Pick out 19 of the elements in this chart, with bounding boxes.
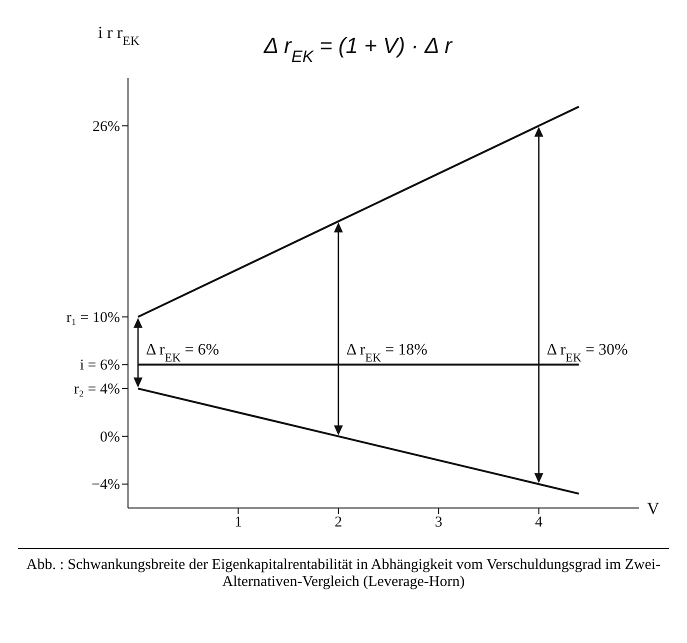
y-tick-label: −4%	[92, 477, 120, 494]
y-axis-title: i r r$_{EK}$	[98, 23, 140, 48]
y-tick-label: r₂ = 4%	[74, 382, 120, 398]
y-tick-label: 0%	[100, 429, 120, 446]
x-tick-label: 3	[434, 514, 442, 531]
annotation: Δ r$_{EK}$ = 30%	[546, 342, 628, 365]
x-tick-label: 2	[334, 514, 342, 531]
annotation: Δ r$_{EK}$ = 18%	[346, 342, 428, 365]
x-axis-title: V	[647, 499, 660, 518]
x-tick-label: 1	[234, 514, 242, 531]
x-tick-label: 4	[535, 514, 544, 531]
y-tick-label: r₁ = 10%	[66, 310, 120, 326]
y-tick-label: 26%	[92, 118, 120, 135]
text: Abb. : Schwankungsbreite der Eigenkapitalrentabilität in Abhängigkeit vom Verschuldungsgrad im Zwei-Alternativen-Vergleich (Leverage-Horn)	[25, 557, 662, 591]
text: Δ r$_{EK}$ = (1 + V) · Δ r	[262, 33, 454, 66]
annotation: Δ r$_{EK}$ = 6%	[146, 342, 220, 365]
line-series	[137, 388, 580, 495]
y-tick-label: i = 6%	[80, 358, 120, 374]
line-series	[137, 106, 580, 318]
